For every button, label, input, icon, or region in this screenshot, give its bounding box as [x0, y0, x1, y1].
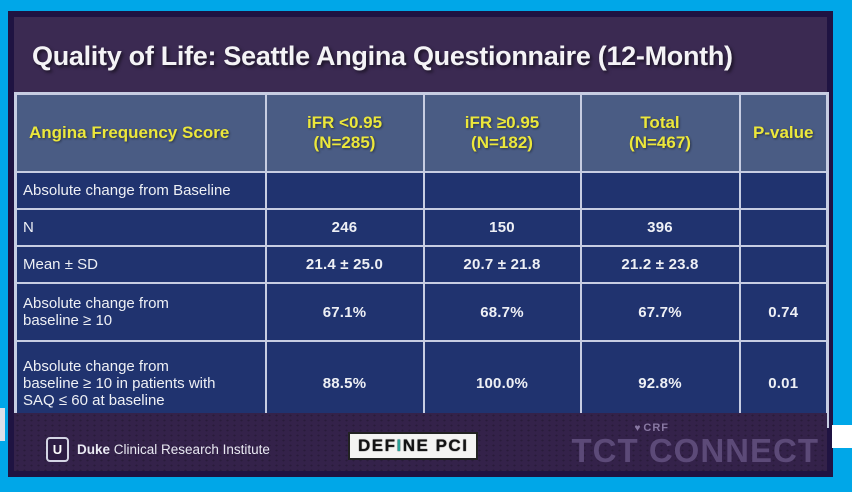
slide-title: Quality of Life: Seattle Angina Question…: [32, 41, 733, 71]
col-header-total: Total (N=467): [579, 92, 741, 173]
right-edge-notch: [832, 425, 852, 448]
cell-value: 396: [579, 208, 741, 247]
cell-value: [264, 171, 425, 210]
row-label: N: [14, 208, 267, 247]
col-header-p-value: P-value: [738, 92, 829, 173]
define-pci-text-accent: I: [396, 436, 403, 455]
cell-value: [738, 245, 829, 284]
cell-value: 100.0%: [422, 340, 582, 428]
cell-value: 20.7 ± 21.8: [422, 245, 582, 284]
crf-label: CRF: [643, 421, 669, 434]
cell-value: 68.7%: [422, 282, 582, 342]
cell-p-value-significant: 0.01: [738, 340, 829, 428]
row-label: Mean ± SD: [14, 245, 267, 284]
table-row-mean-sd: Mean ± SD 21.4 ± 25.0 20.7 ± 21.8 21.2 ±…: [14, 245, 829, 284]
row-label: Absolute change from baseline ≥ 10 in pa…: [14, 340, 267, 428]
cell-value: 246: [264, 208, 425, 247]
cell-value: [422, 171, 582, 210]
left-edge-notch: [0, 408, 5, 441]
tct-connect-watermark: ♥ CRF TCT CONNECT: [571, 421, 819, 470]
duke-logo-text: Clinical Research Institute: [113, 441, 270, 457]
cell-value: [738, 171, 829, 210]
cell-value: 21.4 ± 25.0: [264, 245, 425, 284]
table-row-absolute-change: Absolute change from Baseline: [14, 171, 829, 210]
cell-value: [579, 171, 741, 210]
col-header-ifr-low: iFR <0.95 (N=285): [264, 92, 425, 173]
define-pci-logo: DEFINE PCI: [348, 432, 479, 460]
define-pci-text-2: NE PCI: [402, 436, 469, 455]
duke-logo-name: Duke: [77, 441, 111, 457]
crf-heart-icon: ♥: [634, 422, 642, 434]
col-header-ifr-high: iFR ≥0.95 (N=182): [422, 92, 582, 173]
cell-value: [738, 208, 829, 247]
duke-shield-icon: U: [46, 436, 69, 462]
cell-value: 67.7%: [579, 282, 741, 342]
table-row-change-ge10-saq60: Absolute change from baseline ≥ 10 in pa…: [14, 340, 829, 428]
saq-results-table: Angina Frequency Score iFR <0.95 (N=285)…: [14, 92, 829, 428]
duke-logo: U Duke Clinical Research Institute: [46, 436, 270, 462]
table-row-n: N 246 150 396: [14, 208, 829, 247]
slide: Quality of Life: Seattle Angina Question…: [8, 11, 833, 477]
table-row-change-ge10: Absolute change from baseline ≥ 10 67.1%…: [14, 282, 829, 342]
cell-value: 67.1%: [264, 282, 425, 342]
cell-value: 150: [422, 208, 582, 247]
cell-value: 21.2 ± 23.8: [579, 245, 741, 284]
define-pci-text-1: DEF: [358, 436, 397, 455]
cell-p-value: 0.74: [738, 282, 829, 342]
tct-connect-label: TCT CONNECT: [571, 432, 819, 470]
col-header-angina-frequency-score: Angina Frequency Score: [14, 92, 267, 173]
cell-value: 92.8%: [579, 340, 741, 428]
row-label: Absolute change from Baseline: [14, 171, 267, 210]
row-label: Absolute change from baseline ≥ 10: [14, 282, 267, 342]
header-row: Angina Frequency Score iFR <0.95 (N=285)…: [14, 92, 829, 173]
